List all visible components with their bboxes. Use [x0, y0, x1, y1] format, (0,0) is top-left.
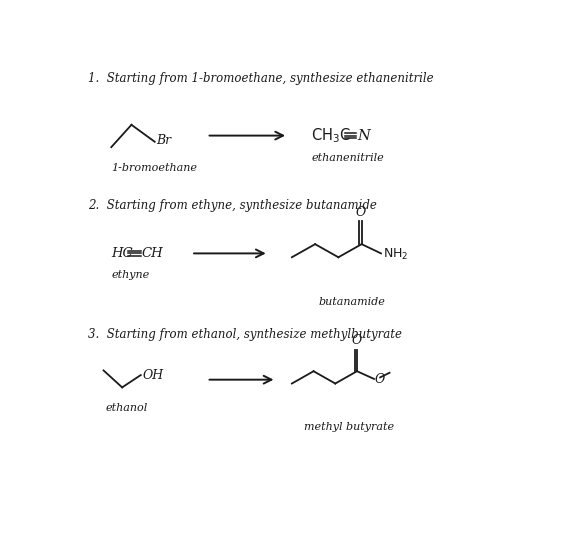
Text: 1.  Starting from 1-bromoethane, synthesize ethanenitrile: 1. Starting from 1-bromoethane, synthesi… — [88, 72, 434, 85]
Text: ethyne: ethyne — [111, 270, 149, 280]
Text: ethanol: ethanol — [105, 403, 147, 413]
Text: butanamide: butanamide — [319, 297, 386, 307]
Text: Br: Br — [156, 134, 172, 147]
Text: CH: CH — [141, 247, 163, 260]
Text: 3.  Starting from ethanol, synthesize methylbutyrate: 3. Starting from ethanol, synthesize met… — [88, 328, 402, 341]
Text: $\mathsf{CH_3C}$: $\mathsf{CH_3C}$ — [311, 126, 351, 145]
Text: 1-bromoethane: 1-bromoethane — [111, 163, 197, 173]
Text: ethanenitrile: ethanenitrile — [311, 152, 384, 163]
Text: HC: HC — [111, 247, 133, 260]
Text: OH: OH — [143, 369, 164, 382]
Text: $\mathsf{NH_2}$: $\mathsf{NH_2}$ — [383, 247, 408, 262]
Text: O: O — [375, 373, 385, 386]
Text: O: O — [351, 334, 361, 347]
Text: 2.  Starting from ethyne, synthesize butanamide: 2. Starting from ethyne, synthesize buta… — [88, 199, 377, 212]
Text: methyl butyrate: methyl butyrate — [303, 422, 394, 432]
Text: N: N — [357, 129, 370, 143]
Text: O: O — [356, 206, 366, 219]
